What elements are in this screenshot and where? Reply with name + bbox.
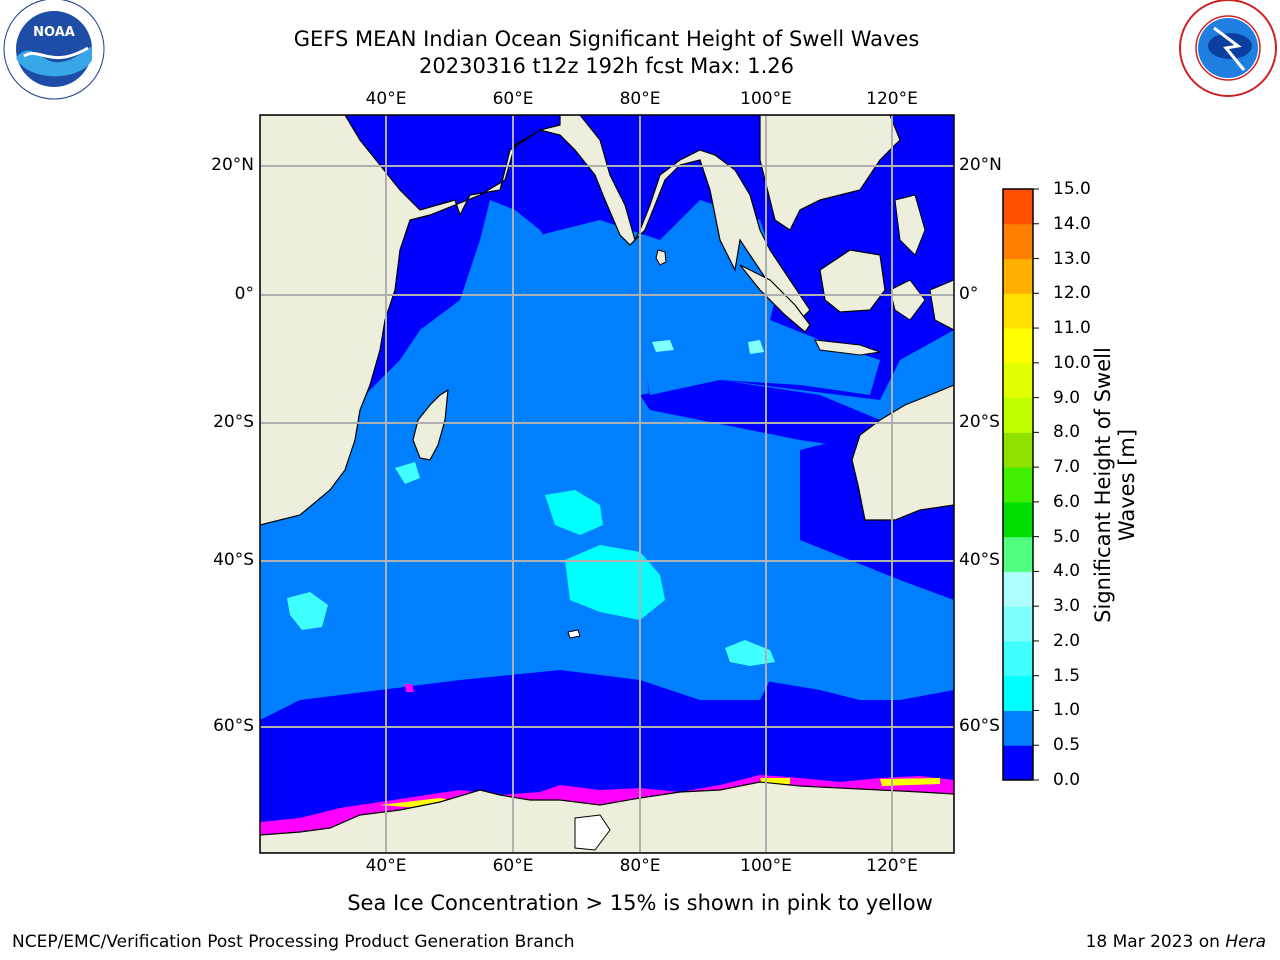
colorbar-segment <box>1003 397 1033 433</box>
colorbar-tick-label: 0.0 <box>1053 770 1081 790</box>
lon-tick-label-top: 40°E <box>365 89 407 109</box>
lat-tick-label-right: 20°N <box>959 155 1002 175</box>
lat-tick-label-left: 0° <box>234 284 254 304</box>
colorbar-tick-label: 7.0 <box>1053 457 1081 478</box>
colorbar-tick-label: 14.0 <box>1053 213 1091 234</box>
forecast-subtitle: 20230316 t12z 192h fcst Max: 1.26 <box>419 54 794 78</box>
colorbar-segment <box>1003 223 1033 260</box>
nws-logo <box>1179 0 1277 97</box>
run-date-text: 18 Mar 2023 on <box>1085 932 1220 952</box>
lon-tick-label-top: 60°E <box>492 89 534 109</box>
colorbar-segment <box>1003 536 1033 572</box>
noaa-logo: NOAA <box>3 0 105 100</box>
colorbar-segment <box>1003 675 1033 711</box>
colorbar-tick-label: 2.0 <box>1053 630 1081 651</box>
colorbar-segment <box>1003 293 1033 329</box>
colorbar-tick-label: 4.0 <box>1053 561 1081 582</box>
colorbar-segment <box>1003 189 1033 225</box>
colorbar-segment <box>1003 640 1033 677</box>
map-plot-area <box>260 115 954 853</box>
lon-tick-label-bottom: 40°E <box>365 856 407 876</box>
lon-tick-label-top: 120°E <box>866 89 918 109</box>
lat-tick-label-right: 40°S <box>959 550 1000 570</box>
colorbar-tick-label: 1.5 <box>1053 665 1081 686</box>
lon-tick-label-top: 80°E <box>619 89 661 109</box>
colorbar-tick-label: 3.0 <box>1053 596 1081 617</box>
lat-tick-label-left: 40°S <box>213 550 254 570</box>
lon-tick-label-bottom: 100°E <box>740 856 792 876</box>
machine-name: Hera <box>1225 932 1266 952</box>
colorbar-tick-label: 10.0 <box>1053 352 1091 373</box>
colorbar-tick-label: 8.0 <box>1053 422 1081 443</box>
map-frame <box>259 114 955 854</box>
lon-tick-label-bottom: 60°E <box>492 856 534 876</box>
colorbar-segment <box>1003 432 1033 468</box>
map-title: GEFS MEAN Indian Ocean Significant Heigh… <box>293 27 920 51</box>
colorbar-tick-label: 1.0 <box>1053 700 1081 721</box>
map-graticule <box>260 115 954 853</box>
colorbar-segment <box>1003 606 1033 642</box>
lon-tick-label-bottom: 120°E <box>866 856 918 876</box>
colorbar-tick-label: 15.0 <box>1053 179 1091 199</box>
colorbar-segment <box>1003 571 1033 607</box>
colorbar-frame <box>1002 188 1034 781</box>
colorbar-segment <box>1003 328 1033 364</box>
lat-tick-label-left: 60°S <box>213 716 254 736</box>
colorbar-tick-label: 0.5 <box>1053 735 1081 756</box>
colorbar-segment <box>1003 362 1033 399</box>
colorbar <box>1002 188 1039 781</box>
lat-tick-label-right: 20°S <box>959 412 1000 432</box>
run-date: 18 Mar 2023 on Hera <box>1086 932 1266 952</box>
colorbar-tick-label: 5.0 <box>1053 526 1081 547</box>
sea-ice-note: Sea Ice Concentration > 15% is shown in … <box>347 891 933 915</box>
colorbar-title: Significant Height of Swell Waves [m] <box>1091 347 1139 623</box>
lon-tick-label-bottom: 80°E <box>619 856 661 876</box>
lat-tick-label-left: 20°N <box>211 155 254 175</box>
lat-tick-label-left: 20°S <box>213 412 254 432</box>
colorbar-tick-label: 6.0 <box>1053 491 1081 512</box>
colorbar-segment <box>1003 745 1033 781</box>
colorbar-segment <box>1003 710 1033 746</box>
colorbar-tick-label: 9.0 <box>1053 387 1081 408</box>
colorbar-tick-label: 11.0 <box>1053 318 1091 339</box>
colorbar-tick-label: 13.0 <box>1053 248 1091 269</box>
lat-tick-label-right: 60°S <box>959 716 1000 736</box>
credit-text: NCEP/EMC/Verification Post Processing Pr… <box>12 932 575 952</box>
colorbar-segment <box>1003 501 1033 538</box>
colorbar-tick-label: 12.0 <box>1053 283 1091 304</box>
colorbar-segment <box>1003 467 1033 503</box>
lat-tick-label-right: 0° <box>959 284 979 304</box>
colorbar-segment <box>1003 258 1033 294</box>
lon-tick-label-top: 100°E <box>740 89 792 109</box>
noaa-logo-text: NOAA <box>33 25 75 40</box>
